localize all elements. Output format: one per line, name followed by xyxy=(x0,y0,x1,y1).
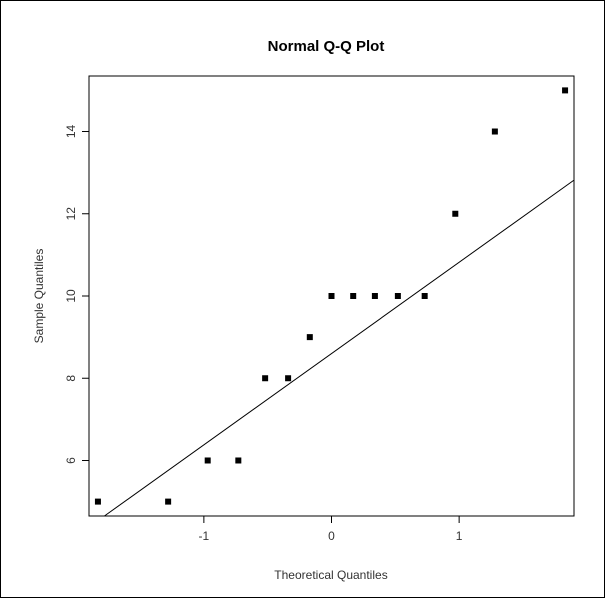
x-tick-label: 1 xyxy=(456,529,463,543)
chart-title: Normal Q-Q Plot xyxy=(268,38,385,55)
y-tick-label: 6 xyxy=(64,457,78,464)
data-point xyxy=(394,293,401,299)
y-tick-label: 12 xyxy=(64,207,78,221)
data-point xyxy=(421,293,428,299)
qq-reference-line xyxy=(104,179,575,517)
data-point xyxy=(328,293,335,299)
data-point xyxy=(350,293,357,299)
x-axis-label: Theoretical Quantiles xyxy=(274,568,387,582)
y-tick-label: 14 xyxy=(64,125,78,139)
y-tick-label: 8 xyxy=(64,375,78,382)
y-axis-label: Sample Quantiles xyxy=(32,249,46,344)
data-point xyxy=(452,210,459,217)
y-tick-label: 10 xyxy=(64,289,78,303)
data-point xyxy=(491,128,498,135)
y-axis: 6 8 10 12 14 xyxy=(64,125,89,464)
data-point xyxy=(262,375,269,382)
data-point xyxy=(562,87,569,94)
data-point xyxy=(165,498,172,505)
data-point xyxy=(94,498,101,505)
data-point xyxy=(371,293,378,299)
points-group xyxy=(94,87,569,505)
data-point xyxy=(204,457,211,464)
x-tick-label: 0 xyxy=(328,529,335,543)
data-point xyxy=(235,457,242,464)
data-point xyxy=(285,375,292,382)
x-tick-label: -1 xyxy=(199,529,210,543)
data-point xyxy=(306,334,313,341)
x-axis: -1 0 1 xyxy=(199,516,463,543)
reference-line-group xyxy=(104,179,575,517)
